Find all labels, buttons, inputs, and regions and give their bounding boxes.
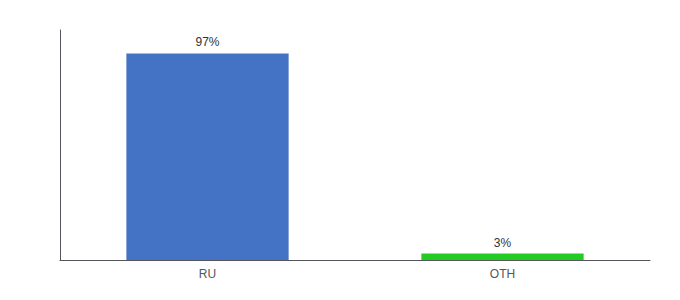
svg-text:97%: 97% — [195, 35, 219, 49]
svg-text:3%: 3% — [494, 236, 512, 250]
svg-text:OTH: OTH — [490, 267, 515, 281]
svg-text:RU: RU — [199, 267, 216, 281]
